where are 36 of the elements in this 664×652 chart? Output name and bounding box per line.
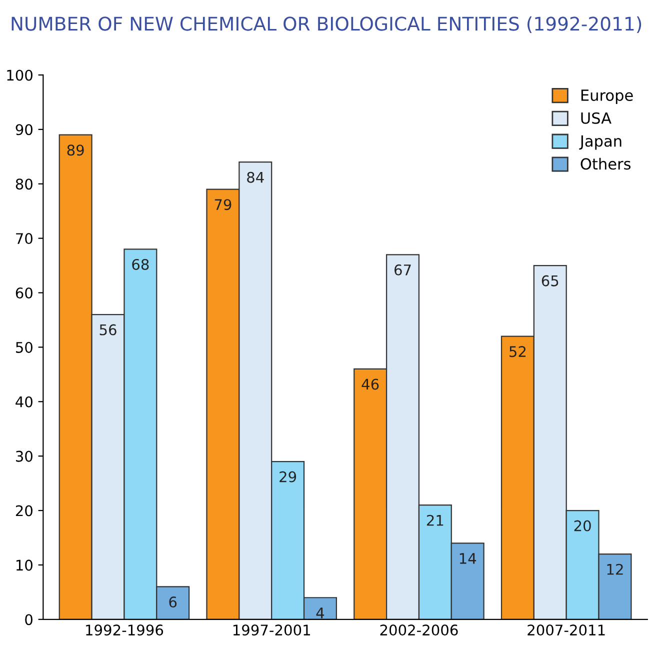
data-label: 52 bbox=[510, 346, 526, 358]
data-label: 14 bbox=[460, 553, 476, 564]
legend-label: Europe bbox=[581, 90, 633, 104]
data-label: 6 bbox=[169, 596, 177, 608]
y-tick-label: 40 bbox=[16, 396, 32, 408]
y-tick-label: 60 bbox=[16, 287, 32, 298]
y-tick-label: 10 bbox=[16, 560, 32, 571]
data-label: 65 bbox=[542, 275, 558, 286]
y-tick-label: 20 bbox=[16, 505, 32, 516]
y-tick-label: 0 bbox=[25, 614, 32, 626]
legend-label: USA bbox=[581, 112, 612, 124]
data-label: 21 bbox=[426, 514, 444, 526]
y-tick-label: 90 bbox=[16, 124, 32, 136]
legend-label: Others bbox=[580, 158, 631, 170]
data-label: 84 bbox=[247, 172, 264, 183]
data-label: 68 bbox=[132, 258, 149, 270]
data-label: 89 bbox=[67, 144, 84, 156]
data-label: 29 bbox=[280, 471, 296, 482]
y-tick-label: 30 bbox=[16, 450, 32, 462]
y-tick-label: 50 bbox=[16, 342, 32, 353]
data-label: 79 bbox=[214, 199, 232, 210]
legend-label: Japan bbox=[579, 135, 622, 150]
x-tick-label: 1992-1996 bbox=[86, 624, 164, 636]
y-tick-label: 70 bbox=[16, 233, 32, 244]
x-tick-label: 1997-2001 bbox=[233, 624, 310, 636]
y-tick-label: 80 bbox=[16, 178, 32, 190]
data-label: 4 bbox=[316, 608, 324, 618]
data-label: 56 bbox=[100, 324, 116, 336]
data-label: 67 bbox=[394, 264, 411, 276]
data-label: 12 bbox=[607, 564, 623, 575]
data-label: 46 bbox=[362, 378, 379, 390]
y-tick-label: 100 bbox=[7, 70, 32, 81]
x-tick-label: 2002-2006 bbox=[380, 624, 458, 636]
x-tick-label: 2007-2011 bbox=[528, 624, 605, 636]
data-label: 20 bbox=[574, 520, 591, 532]
chart-title: NUMBER OF NEW CHEMICAL OR BIOLOGICAL ENTITIES (1992-2011) bbox=[12, 16, 642, 34]
